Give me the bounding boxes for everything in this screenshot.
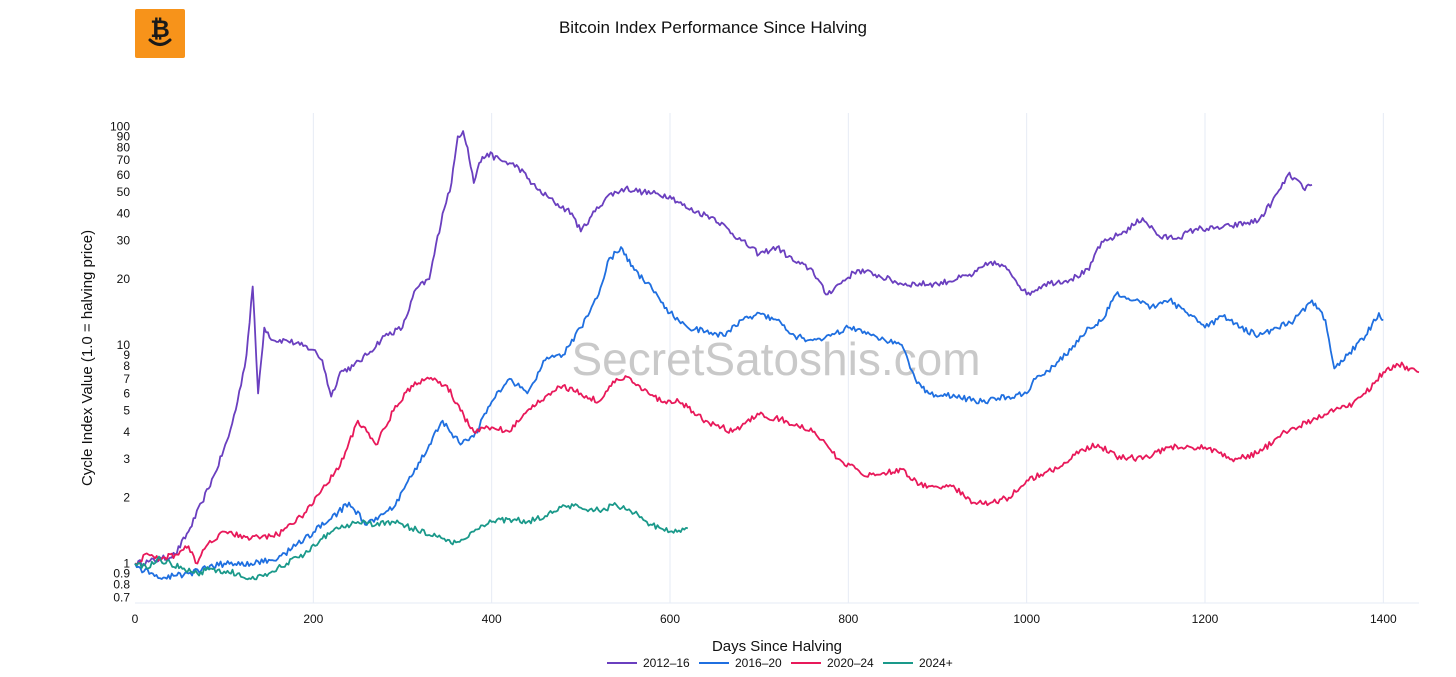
y-tick-label: 80 [117,140,131,154]
grid-lines [312,113,1384,603]
y-tick-label: 0.9 [113,567,130,581]
legend-label[interactable]: 2016–20 [735,656,782,670]
x-axis-title: Days Since Halving [712,638,842,655]
y-tick-label: 90 [117,129,131,143]
y-tick-label: 3 [123,452,130,466]
x-tick-label: 0 [132,612,139,626]
series-lines [134,130,1420,581]
x-tick-label: 1200 [1192,612,1219,626]
y-tick-label: 8 [123,359,130,373]
x-tick-label: 400 [482,612,502,626]
y-tick-label: 40 [117,206,131,220]
x-tick-label: 800 [838,612,858,626]
y-tick-label: 100 [110,119,130,133]
y-tick-label: 5 [123,404,130,418]
y-tick-label: 4 [123,425,130,439]
y-tick-label: 50 [117,185,131,199]
y-tick-label: 7 [123,372,130,386]
legend-label[interactable]: 2020–24 [827,656,874,670]
y-tick-label: 30 [117,234,131,248]
y-axis-title: Cycle Index Value (1.0 = halving price) [79,230,96,486]
series-line-3 [134,361,1420,565]
svg-text:₿: ₿ [150,16,170,43]
y-tick-label: 1 [123,557,130,571]
y-tick-label: 10 [117,338,131,352]
y-tick-label: 70 [117,153,131,167]
series-line-1 [134,130,1313,567]
y-tick-label: 60 [117,168,131,182]
y-tick-label: 2 [123,491,130,505]
series-line-2 [134,246,1384,580]
x-tick-label: 1000 [1013,612,1040,626]
watermark: SecretSatoshis.com [571,333,980,385]
y-tick-label: 0.8 [113,578,130,592]
y-tick-label: 6 [123,386,130,400]
y-tick-label: 9 [123,348,130,362]
legend-label[interactable]: 2012–16 [643,656,690,670]
x-tick-label: 200 [303,612,323,626]
bitcoin-smiley-icon: ₿ [148,16,172,46]
legend-label[interactable]: 2024+ [919,656,953,670]
x-tick-labels: 0 200 400 600 800 1000 1200 1400 [132,612,1397,626]
y-tick-label: 20 [117,272,131,286]
bitcoin-logo: ₿ [135,9,185,58]
x-tick-label: 1400 [1370,612,1397,626]
y-tick-label: 0.7 [113,590,130,604]
x-tick-label: 600 [660,612,680,626]
series-line-4 [134,502,688,581]
legend[interactable]: 2012–16 2016–20 2020–24 2024+ [607,656,953,670]
chart-title: Bitcoin Index Performance Since Halving [558,18,868,37]
